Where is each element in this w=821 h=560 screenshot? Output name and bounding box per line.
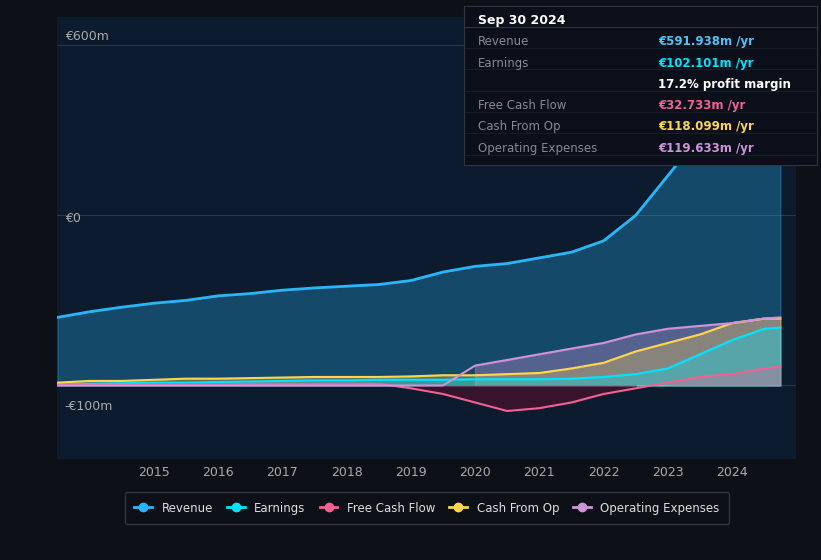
Text: Sep 30 2024: Sep 30 2024 bbox=[478, 14, 566, 27]
Text: €119.633m /yr: €119.633m /yr bbox=[658, 142, 754, 155]
Text: €118.099m /yr: €118.099m /yr bbox=[658, 120, 754, 133]
Text: Revenue: Revenue bbox=[478, 35, 530, 48]
Text: Cash From Op: Cash From Op bbox=[478, 120, 561, 133]
Text: 17.2% profit margin: 17.2% profit margin bbox=[658, 78, 791, 91]
Text: €0: €0 bbox=[65, 212, 80, 225]
Text: -€100m: -€100m bbox=[65, 400, 113, 413]
Text: €102.101m /yr: €102.101m /yr bbox=[658, 57, 754, 69]
Legend: Revenue, Earnings, Free Cash Flow, Cash From Op, Operating Expenses: Revenue, Earnings, Free Cash Flow, Cash … bbox=[125, 492, 729, 524]
Text: €32.733m /yr: €32.733m /yr bbox=[658, 99, 745, 112]
Text: €591.938m /yr: €591.938m /yr bbox=[658, 35, 754, 48]
Text: Operating Expenses: Operating Expenses bbox=[478, 142, 597, 155]
Text: €600m: €600m bbox=[65, 30, 108, 43]
Text: Free Cash Flow: Free Cash Flow bbox=[478, 99, 566, 112]
Text: Earnings: Earnings bbox=[478, 57, 530, 69]
